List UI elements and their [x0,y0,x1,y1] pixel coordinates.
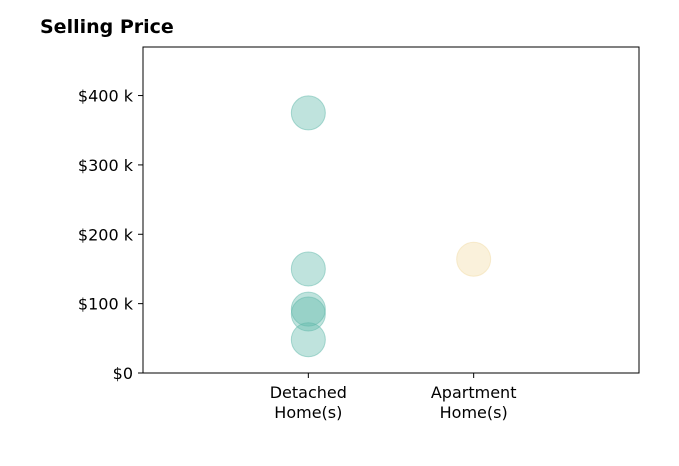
y-tick-label: $0 [113,364,133,383]
x-tick-label-line: Home(s) [274,403,342,422]
chart-title: Selling Price [40,16,174,38]
x-tick-label: Apartment Home(s) [431,383,517,422]
data-point [290,322,326,358]
data-point [290,291,326,327]
x-tick-label: Detached Home(s) [270,383,347,422]
data-point [290,296,326,332]
y-tick-label: $200 k [78,225,134,244]
y-tick-label: $300 k [78,156,134,175]
data-point [290,95,326,131]
x-tick-label-line: Detached [270,383,347,402]
x-tick-label-line: Home(s) [440,403,508,422]
data-point [290,251,326,287]
y-tick-label: $100 k [78,295,134,314]
x-tick-label-line: Apartment [431,383,517,402]
plot-frame [142,46,640,374]
y-tick-label: $400 k [78,87,134,106]
points-layer [290,95,492,358]
data-point [456,241,492,277]
